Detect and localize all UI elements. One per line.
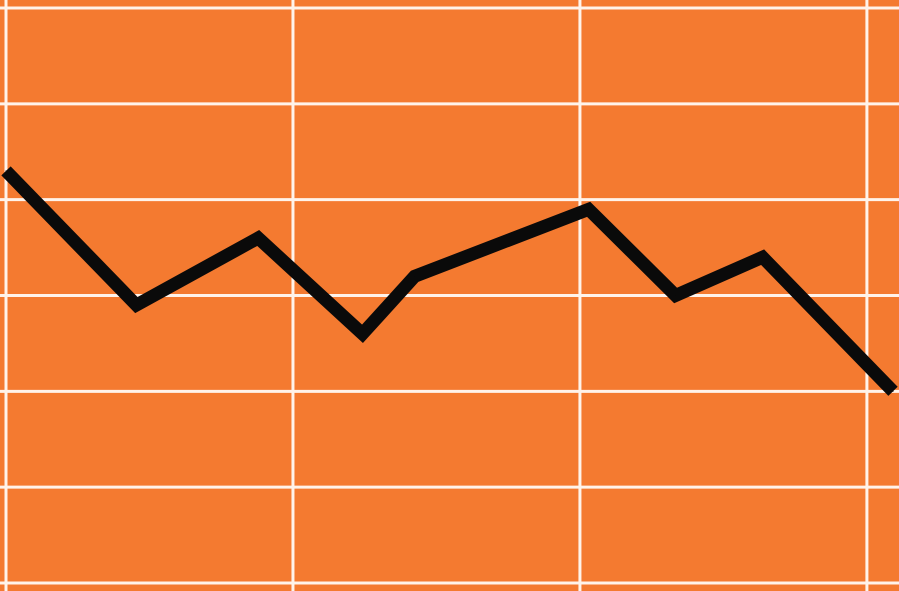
data-point [892,390,894,392]
data-point [762,256,764,258]
data-point [588,208,590,210]
data-point [257,237,259,239]
data-point [362,333,364,335]
data-point [135,304,137,306]
series-layer [1,166,898,396]
data-point [675,295,677,296]
data-point [414,275,416,277]
data-point [5,170,7,172]
